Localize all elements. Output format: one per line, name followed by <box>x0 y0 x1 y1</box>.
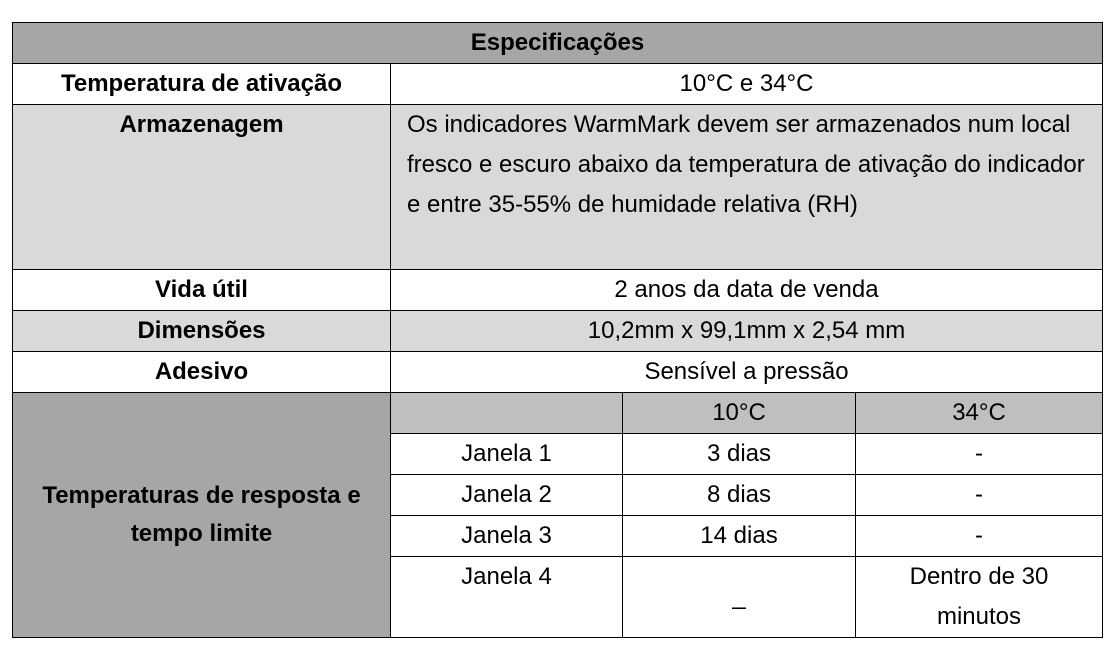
column-header: 34°C <box>855 392 1103 434</box>
spec-label: Armazenagem <box>12 104 391 270</box>
spec-value: Sensível a pressão <box>390 351 1103 393</box>
blank-cell <box>390 392 623 434</box>
window-label: Janela 3 <box>390 515 623 557</box>
response-label: Temperaturas de resposta e tempo limite <box>12 392 391 638</box>
column-header: 10°C <box>622 392 856 434</box>
spec-value: 2 anos da data de venda <box>390 269 1103 311</box>
cell: _ <box>622 556 856 638</box>
cell: - <box>855 515 1103 557</box>
spec-label: Adesivo <box>12 351 391 393</box>
spec-label: Dimensões <box>12 310 391 352</box>
spec-label: Temperatura de ativação <box>12 63 391 105</box>
spec-value: Os indicadores WarmMark devem ser armaze… <box>390 104 1103 270</box>
cell: Dentro de 30 minutos <box>855 556 1103 638</box>
cell: - <box>855 433 1103 475</box>
window-label: Janela 1 <box>390 433 623 475</box>
cell: 3 dias <box>622 433 856 475</box>
table-title: Especificações <box>12 22 1103 64</box>
window-label: Janela 2 <box>390 474 623 516</box>
cell: - <box>855 474 1103 516</box>
spec-value: 10°C e 34°C <box>390 63 1103 105</box>
spec-label: Vida útil <box>12 269 391 311</box>
window-label: Janela 4 <box>390 556 623 638</box>
cell: 8 dias <box>622 474 856 516</box>
cell: 14 dias <box>622 515 856 557</box>
spec-table: Especificações Temperatura de ativação 10… <box>12 22 1103 638</box>
spec-value: 10,2mm x 99,1mm x 2,54 mm <box>390 310 1103 352</box>
